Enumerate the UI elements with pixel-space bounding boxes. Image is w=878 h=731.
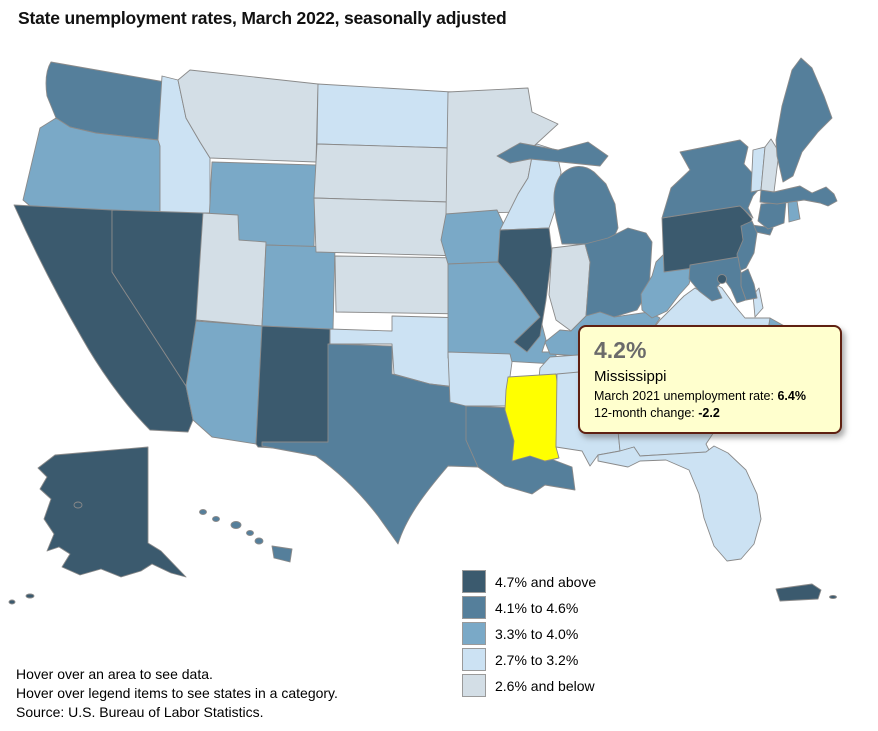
- state-iowa[interactable]: [440, 209, 506, 265]
- tooltip-state-name: Mississippi: [594, 368, 667, 385]
- state-alaska[interactable]: [37, 446, 187, 578]
- state-district-of-columbia[interactable]: [717, 274, 727, 284]
- state-alaska-aleutian-island[interactable]: [8, 599, 16, 605]
- state-hawaii-island[interactable]: [254, 537, 264, 545]
- legend-item-2-6-and-below[interactable]: 2.6% and below: [462, 674, 596, 697]
- state-puerto-rico[interactable]: [775, 583, 822, 602]
- state-hawaii-island[interactable]: [199, 509, 207, 515]
- state-rhode-island[interactable]: [787, 200, 801, 223]
- legend-label: 2.7% to 3.2%: [495, 651, 579, 668]
- state-new-york[interactable]: [661, 139, 768, 219]
- legend-swatch-light: [462, 648, 486, 671]
- state-new-jersey[interactable]: [736, 220, 758, 272]
- tooltip-change-line: 12-month change: -2.2: [594, 406, 720, 420]
- footer-notes: Hover over an area to see data. Hover ov…: [16, 665, 338, 722]
- state-wisconsin[interactable]: [499, 143, 562, 231]
- state-utah[interactable]: [195, 212, 267, 327]
- legend-label: 3.3% to 4.0%: [495, 625, 579, 642]
- legend-swatch-lightest: [462, 674, 486, 697]
- state-massachusetts[interactable]: [759, 185, 838, 207]
- legend-item-4-7-and-above[interactable]: 4.7% and above: [462, 570, 596, 593]
- legend-label: 2.6% and below: [495, 677, 595, 694]
- legend-swatch-dark: [462, 570, 486, 593]
- tooltip-previous-rate-line: March 2021 unemployment rate: 6.4%: [594, 389, 806, 403]
- state-colorado[interactable]: [261, 244, 336, 331]
- legend-label: 4.1% to 4.6%: [495, 599, 579, 616]
- state-california[interactable]: [13, 204, 194, 433]
- state-alaska-aleutian-island[interactable]: [25, 593, 35, 599]
- footer-source: Source: U.S. Bureau of Labor Statistics.: [16, 704, 264, 720]
- legend-swatch-medium-dark: [462, 596, 486, 619]
- state-arizona[interactable]: [185, 320, 263, 445]
- tooltip-rate: 4.2%: [594, 337, 647, 363]
- state-illinois[interactable]: [497, 227, 553, 353]
- state-michigan[interactable]: [553, 166, 619, 245]
- footer-hint-area: Hover over an area to see data.: [16, 666, 213, 682]
- legend-item-2-7-to-3-2[interactable]: 2.7% to 3.2%: [462, 648, 596, 671]
- state-mississippi[interactable]: [504, 373, 560, 462]
- legend-item-4-1-to-4-6[interactable]: 4.1% to 4.6%: [462, 596, 596, 619]
- state-hawaii-island[interactable]: [230, 521, 242, 529]
- state-hawaii-big-island[interactable]: [271, 545, 293, 563]
- state-connecticut[interactable]: [757, 201, 787, 230]
- footer-hint-legend: Hover over legend items to see states in…: [16, 685, 338, 701]
- state-texas[interactable]: [261, 343, 479, 545]
- legend: 4.7% and above 4.1% to 4.6% 3.3% to 4.0%…: [462, 570, 596, 700]
- legend-swatch-medium: [462, 622, 486, 645]
- legend-label: 4.7% and above: [495, 573, 597, 590]
- state-michigan-upper-peninsula[interactable]: [496, 141, 609, 167]
- state-new-hampshire[interactable]: [760, 138, 780, 193]
- map-tooltip: 4.2% Mississippi March 2021 unemployment…: [578, 325, 842, 434]
- state-florida[interactable]: [597, 445, 762, 562]
- state-hawaii-island[interactable]: [212, 516, 220, 522]
- state-new-mexico[interactable]: [255, 325, 331, 451]
- state-south-dakota[interactable]: [313, 143, 451, 203]
- state-alaska-island[interactable]: [73, 501, 83, 509]
- page-title: State unemployment rates, March 2022, se…: [18, 8, 507, 28]
- state-nebraska[interactable]: [313, 197, 464, 257]
- legend-item-3-3-to-4-0[interactable]: 3.3% to 4.0%: [462, 622, 596, 645]
- state-arkansas[interactable]: [447, 351, 513, 407]
- state-puerto-rico-island[interactable]: [829, 595, 837, 599]
- state-hawaii-island[interactable]: [246, 530, 254, 536]
- state-north-dakota[interactable]: [316, 83, 453, 149]
- state-maine[interactable]: [775, 57, 833, 183]
